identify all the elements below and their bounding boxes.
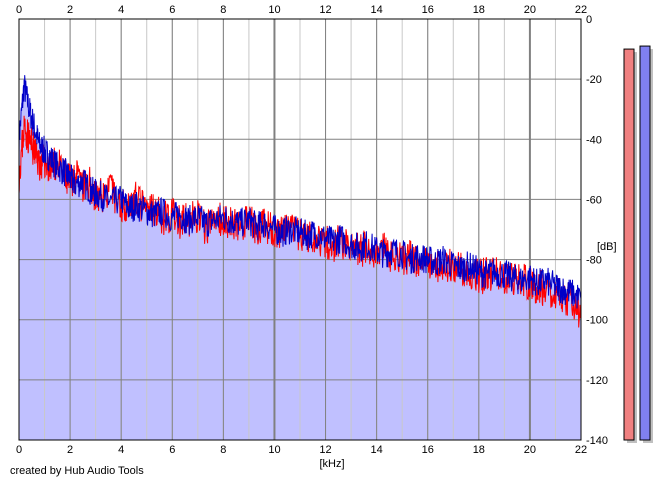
y-tick-label: -60 bbox=[586, 194, 602, 206]
y-tick-label: -80 bbox=[586, 255, 602, 267]
y-tick-label: -20 bbox=[586, 74, 602, 86]
y-tick-label: -120 bbox=[586, 375, 608, 387]
x-tick-label-bottom: 12 bbox=[319, 444, 331, 456]
x-tick-label-top: 10 bbox=[268, 4, 280, 16]
x-tick-label-top: 2 bbox=[67, 4, 73, 16]
y-tick-label: -40 bbox=[586, 134, 602, 146]
level-meters bbox=[623, 45, 653, 444]
x-tick-label-bottom: 8 bbox=[220, 444, 226, 456]
axes: 002244668810101212141416161818202022220-… bbox=[16, 4, 608, 456]
x-tick-label-bottom: 10 bbox=[268, 444, 280, 456]
x-tick-label-bottom: 16 bbox=[422, 444, 434, 456]
level-meter-right bbox=[639, 45, 651, 441]
level-meter-left bbox=[623, 48, 635, 441]
x-tick-label-top: 12 bbox=[319, 4, 331, 16]
x-tick-label-bottom: 2 bbox=[67, 444, 73, 456]
x-tick-label-top: 18 bbox=[473, 4, 485, 16]
x-tick-label-top: 0 bbox=[16, 4, 22, 16]
series-line-1 bbox=[18, 75, 582, 309]
x-tick-label-bottom: 14 bbox=[371, 444, 383, 456]
y-tick-label: 0 bbox=[586, 14, 592, 26]
x-tick-label-top: 22 bbox=[575, 4, 587, 16]
plot-frame bbox=[18, 18, 582, 441]
x-tick-label-top: 14 bbox=[371, 4, 383, 16]
x-tick-label-bottom: 0 bbox=[16, 444, 22, 456]
x-tick-label-bottom: 6 bbox=[169, 444, 175, 456]
y-axis-label: [dB] bbox=[597, 241, 617, 253]
x-axis-label: [kHz] bbox=[319, 458, 344, 470]
credit-text: created by Hub Audio Tools bbox=[10, 465, 144, 477]
plot-area bbox=[18, 18, 582, 441]
x-tick-label-top: 4 bbox=[118, 4, 124, 16]
x-tick-label-top: 16 bbox=[422, 4, 434, 16]
x-tick-label-bottom: 4 bbox=[118, 444, 124, 456]
x-tick-label-top: 20 bbox=[524, 4, 536, 16]
y-tick-label: -100 bbox=[586, 315, 608, 327]
x-tick-label-top: 8 bbox=[220, 4, 226, 16]
x-tick-label-top: 6 bbox=[169, 4, 175, 16]
x-tick-label-bottom: 20 bbox=[524, 444, 536, 456]
x-tick-label-bottom: 22 bbox=[575, 444, 587, 456]
x-tick-label-bottom: 18 bbox=[473, 444, 485, 456]
y-tick-label: -140 bbox=[586, 435, 608, 447]
